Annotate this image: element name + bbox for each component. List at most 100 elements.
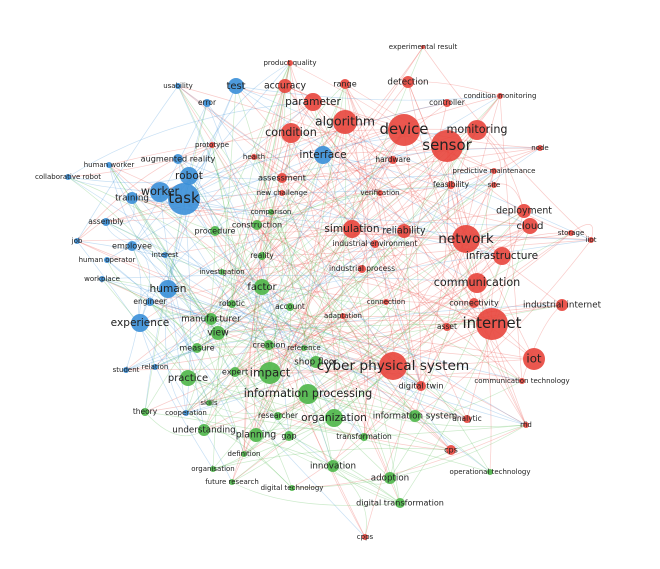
edge: [344, 83, 369, 270]
node-label: predictive maintenance: [453, 167, 536, 175]
edge: [235, 85, 334, 467]
node-label: task: [168, 189, 200, 207]
node: [463, 415, 471, 423]
node-label: student: [113, 366, 140, 374]
edge: [234, 184, 495, 373]
edge: [361, 230, 405, 270]
node-label: creation: [252, 340, 285, 350]
edge: [399, 225, 531, 504]
edge: [446, 302, 563, 328]
edge: [106, 259, 245, 455]
edge: [203, 303, 233, 431]
node: [377, 190, 383, 196]
node: [522, 218, 538, 234]
edge: [211, 144, 233, 305]
node-label: cpps: [357, 533, 374, 541]
edge: [159, 191, 271, 374]
node-label: transformation: [336, 432, 392, 441]
edge: [289, 62, 381, 194]
node-label: organization: [301, 412, 367, 424]
edge: [281, 192, 401, 504]
edge: [131, 197, 257, 436]
edge: [131, 62, 291, 247]
edge: [221, 239, 592, 273]
edge: [144, 411, 290, 437]
node: [467, 120, 487, 140]
edge: [149, 301, 212, 320]
edge: [183, 101, 314, 200]
edge: [167, 95, 501, 290]
edge: [268, 344, 452, 451]
edge: [263, 85, 286, 213]
node: [146, 298, 154, 306]
edge: [185, 412, 491, 473]
edge: [196, 95, 501, 349]
node: [340, 313, 346, 319]
node-label: device: [380, 120, 429, 138]
edge: [101, 278, 198, 349]
edge: [243, 393, 309, 455]
edge: [235, 85, 501, 101]
edge: [256, 184, 495, 226]
edge: [243, 302, 475, 455]
edge: [203, 429, 401, 504]
node-label: robot: [175, 170, 203, 182]
node: [162, 252, 168, 258]
node: [203, 99, 211, 107]
node: [360, 433, 368, 441]
edge: [291, 424, 527, 489]
node: [274, 412, 282, 420]
edge: [183, 147, 541, 200]
node-label: site: [488, 181, 501, 189]
node-label: hardware: [375, 155, 411, 164]
edge: [210, 85, 286, 320]
edge: [131, 245, 198, 349]
edge: [167, 288, 394, 367]
edge: [139, 239, 592, 324]
edge: [363, 170, 495, 438]
node: [517, 204, 531, 218]
node-label: condition monitoring: [464, 92, 537, 100]
edge: [256, 224, 452, 451]
node-label: digital twin: [399, 381, 444, 391]
node-label: iot: [526, 352, 542, 366]
edge: [125, 245, 142, 371]
node-label: node: [531, 144, 548, 152]
node: [421, 45, 425, 49]
node: [254, 279, 270, 295]
node: [523, 422, 529, 428]
edge: [165, 288, 187, 414]
node-label: analytic: [452, 414, 482, 423]
node-label: cps: [444, 445, 458, 455]
edge: [269, 129, 478, 374]
node-label: augmented reality: [141, 154, 216, 164]
edge: [289, 62, 353, 230]
edge: [332, 184, 495, 467]
edge: [256, 224, 523, 382]
node-label: interest: [152, 251, 179, 259]
node: [159, 280, 177, 298]
edge: [131, 197, 223, 273]
node: [126, 192, 138, 204]
edge: [351, 145, 448, 230]
node-label: impact: [250, 366, 291, 380]
edge: [76, 144, 213, 242]
node: [228, 78, 244, 94]
node-label: digital transformation: [356, 498, 444, 508]
edge: [76, 210, 525, 242]
edge: [312, 101, 422, 387]
edge: [231, 210, 525, 483]
edge: [67, 175, 190, 184]
node: [198, 424, 210, 436]
edge: [167, 288, 317, 363]
node-label: new challenge: [257, 189, 308, 197]
edge: [131, 245, 150, 324]
edge: [67, 176, 219, 334]
edge: [255, 427, 365, 438]
node: [409, 410, 421, 422]
edge: [261, 286, 334, 467]
edge: [253, 156, 363, 270]
node: [150, 182, 170, 202]
node: [493, 247, 511, 265]
